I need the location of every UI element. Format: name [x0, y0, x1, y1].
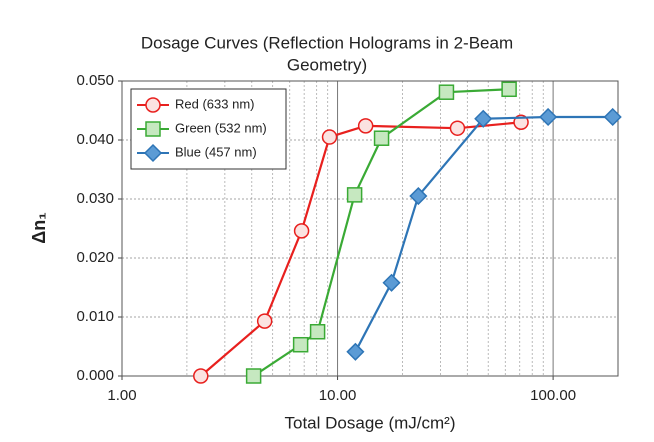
marker	[145, 121, 161, 137]
y-axis-label: Δn₁	[29, 212, 49, 243]
marker	[346, 342, 365, 361]
marker	[382, 273, 401, 292]
y-tick-label: 0.040	[76, 131, 114, 148]
marker	[245, 368, 262, 384]
marker	[309, 324, 326, 340]
marker	[409, 186, 428, 206]
plot-frame	[121, 80, 619, 377]
x-axis-label: Total Dosage (mJ/cm²)	[285, 413, 456, 432]
marker	[321, 129, 338, 145]
marker	[145, 97, 161, 113]
marker	[143, 143, 163, 163]
marker	[438, 84, 455, 100]
y-tick-label: 0.000	[76, 367, 114, 384]
series-line	[354, 115, 613, 353]
chart-title: Dosage Curves (Reflection Holograms in 2…	[141, 33, 513, 52]
y-tick-label: 0.020	[76, 249, 114, 266]
y-tick-label: 0.030	[76, 190, 114, 207]
y-tick-label: 0.010	[76, 308, 114, 325]
marker	[449, 120, 466, 136]
y-tick-label: 0.050	[76, 72, 114, 89]
marker	[474, 109, 493, 128]
marker	[603, 107, 622, 127]
x-tick-label: 100.00	[530, 387, 576, 404]
marker	[501, 81, 517, 98]
marker	[293, 223, 310, 239]
chart-title: Geometry)	[287, 55, 367, 74]
marker	[373, 130, 390, 146]
marker	[539, 107, 558, 127]
x-tick-label: 1.00	[107, 387, 136, 404]
marker	[357, 118, 374, 134]
x-tick-label: 10.00	[319, 387, 357, 404]
marker	[292, 336, 309, 353]
marker	[193, 368, 209, 384]
legend-label: Blue (457 nm)	[175, 144, 257, 159]
legend-label: Green (532 nm)	[175, 120, 267, 135]
marker	[256, 313, 273, 329]
legend-label: Red (633 nm)	[175, 96, 254, 111]
marker	[346, 187, 363, 203]
